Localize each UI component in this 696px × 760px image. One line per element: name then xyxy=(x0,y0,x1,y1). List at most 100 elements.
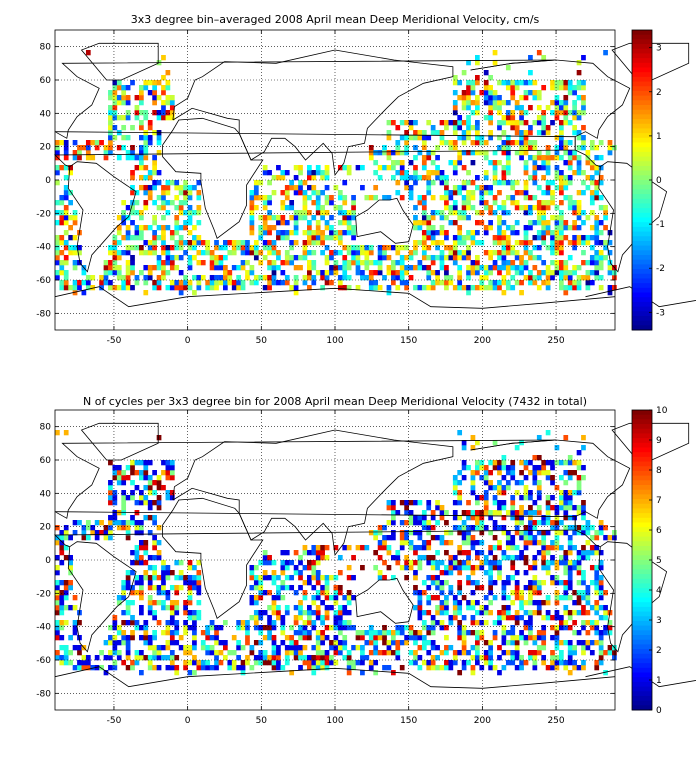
heatmap-cell xyxy=(554,260,560,266)
heatmap-cell xyxy=(125,100,131,106)
heatmap-cell xyxy=(267,620,272,626)
heatmap-cell xyxy=(342,210,348,216)
heatmap-cell xyxy=(68,560,73,566)
heatmap-cell xyxy=(479,185,485,191)
heatmap-cell xyxy=(448,205,454,211)
heatmap-cell xyxy=(492,495,498,501)
heatmap-cell xyxy=(183,180,188,186)
heatmap-cell xyxy=(59,220,65,226)
heatmap-cell xyxy=(479,510,485,516)
heatmap-cell xyxy=(391,535,396,541)
heatmap-cell xyxy=(563,560,569,566)
heatmap-cell xyxy=(470,665,476,671)
heatmap-cell xyxy=(324,225,330,231)
heatmap-cell xyxy=(466,60,471,66)
heatmap-cell xyxy=(377,570,383,576)
heatmap-cell xyxy=(430,150,436,156)
heatmap-cell xyxy=(271,610,277,616)
heatmap-cell xyxy=(152,240,157,246)
heatmap-cell xyxy=(554,240,560,246)
heatmap-cell xyxy=(576,480,582,486)
heatmap-cell xyxy=(541,535,547,541)
heatmap-cell xyxy=(421,540,427,546)
heatmap-cell xyxy=(249,195,255,201)
heatmap-cell xyxy=(594,665,600,671)
heatmap-cell xyxy=(302,635,308,641)
heatmap-cell xyxy=(152,90,157,96)
heatmap-cell xyxy=(143,175,149,181)
heatmap-cell xyxy=(355,245,361,251)
heatmap-cell xyxy=(249,570,255,576)
heatmap-cell xyxy=(594,145,600,151)
heatmap-cell xyxy=(161,215,166,221)
heatmap-cell xyxy=(59,605,65,611)
heatmap-cell xyxy=(572,280,577,286)
heatmap-cell xyxy=(218,255,224,261)
heatmap-cell xyxy=(532,180,538,186)
heatmap-cell xyxy=(302,645,308,651)
heatmap-cell xyxy=(108,515,113,521)
heatmap-cell xyxy=(112,100,118,106)
heatmap-cell xyxy=(439,280,445,286)
heatmap-cell xyxy=(421,250,427,256)
colorbar-tick-label: 5 xyxy=(656,556,662,566)
heatmap-cell xyxy=(324,210,330,216)
heatmap-cell xyxy=(514,595,520,601)
heatmap-cell xyxy=(59,235,65,241)
heatmap-cell xyxy=(408,530,414,536)
heatmap-cell xyxy=(249,595,255,601)
coastline xyxy=(172,429,454,557)
heatmap-cell xyxy=(466,525,471,531)
heatmap-cell xyxy=(200,645,206,651)
heatmap-cell xyxy=(192,645,197,651)
heatmap-cell xyxy=(253,280,259,286)
heatmap-cell xyxy=(139,490,144,496)
heatmap-cell xyxy=(563,140,569,146)
heatmap-cell xyxy=(421,135,427,141)
heatmap-cell xyxy=(421,590,427,596)
heatmap-cell xyxy=(174,585,180,591)
heatmap-cell xyxy=(156,225,162,231)
heatmap-cell xyxy=(293,240,299,246)
heatmap-cell xyxy=(169,655,175,661)
heatmap-cell xyxy=(594,660,600,666)
heatmap-cell xyxy=(408,195,414,201)
heatmap-cell xyxy=(315,610,321,616)
heatmap-cell xyxy=(373,185,379,191)
heatmap-cell xyxy=(267,555,272,561)
heatmap-cell xyxy=(408,510,414,516)
heatmap-cell xyxy=(262,240,268,246)
heatmap-cell xyxy=(426,235,432,241)
heatmap-cell xyxy=(231,265,237,271)
heatmap-cell xyxy=(576,460,582,466)
heatmap-cell xyxy=(187,600,193,606)
heatmap-cell xyxy=(245,250,250,256)
colorbar-segment xyxy=(632,700,652,706)
heatmap-cell xyxy=(501,265,507,271)
coastline xyxy=(67,541,137,653)
heatmap-cell xyxy=(470,540,476,546)
heatmap-cell xyxy=(466,265,471,271)
heatmap-cell xyxy=(267,170,272,176)
heatmap-cell xyxy=(505,580,511,586)
heatmap-cell xyxy=(536,90,542,96)
heatmap-cell xyxy=(262,635,268,641)
heatmap-cell xyxy=(554,655,560,661)
heatmap-cell xyxy=(479,220,485,226)
heatmap-cell xyxy=(108,115,113,121)
heatmap-cell xyxy=(430,515,436,521)
heatmap-cell xyxy=(541,615,547,621)
heatmap-cell xyxy=(112,135,118,141)
heatmap-cell xyxy=(364,250,370,256)
heatmap-cell xyxy=(452,190,458,196)
heatmap-cell xyxy=(585,555,591,561)
heatmap-cell xyxy=(408,520,414,526)
heatmap-cell xyxy=(585,235,591,241)
heatmap-cell xyxy=(351,595,356,601)
heatmap-cell xyxy=(457,495,463,501)
heatmap-cell xyxy=(152,575,157,581)
heatmap-cell xyxy=(435,280,440,286)
heatmap-cell xyxy=(368,280,374,286)
heatmap-cell xyxy=(607,265,613,271)
colorbar-segment xyxy=(632,161,652,167)
